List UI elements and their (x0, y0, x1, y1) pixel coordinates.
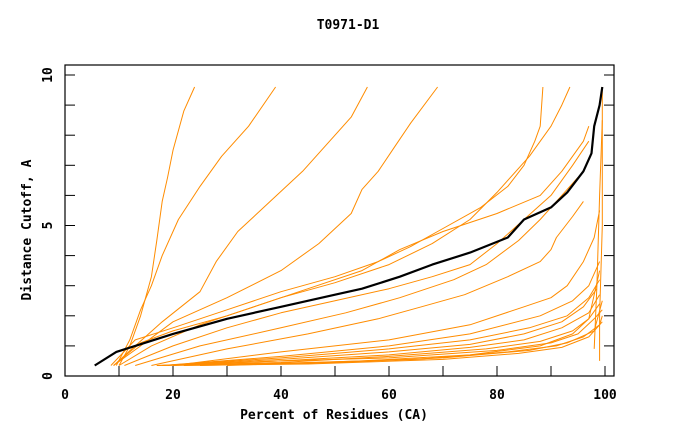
series-line-m10 (151, 201, 584, 366)
chart-title: T0971-D1 (317, 18, 380, 33)
tick-labels-group: 0 20 40 60 80 100 0 5 10 (41, 67, 617, 403)
series-line-m15 (156, 294, 601, 366)
series-line-m19 (183, 321, 603, 366)
x-tick-label: 100 (593, 388, 617, 403)
series-line-m8 (124, 140, 590, 366)
plot-area (94, 86, 604, 367)
y-tick-label: 0 (41, 372, 56, 380)
y-axis-label: Distance Cutoff, A (20, 159, 35, 300)
y-tick-label: 5 (41, 222, 56, 230)
series-line-m1 (118, 86, 196, 366)
series-line-m5 (110, 86, 544, 366)
plot-frame (64, 64, 615, 377)
series-line-m14 (162, 288, 598, 366)
x-axis-label: Percent of Residues (CA) (240, 408, 428, 423)
series-group (94, 86, 604, 367)
series-line-m3 (113, 86, 368, 366)
x-tick-label: 80 (489, 388, 505, 403)
x-tick-label: 0 (61, 388, 69, 403)
x-tick-label: 20 (165, 388, 181, 403)
x-tick-label: 40 (273, 388, 289, 403)
series-line-m21 (226, 270, 601, 366)
series-line-highlight (94, 86, 604, 367)
x-tick-label: 60 (381, 388, 397, 403)
series-line-m17 (167, 309, 603, 366)
series-line-m11 (172, 210, 601, 366)
series-line-m13 (162, 279, 601, 366)
series-line-m23 (593, 120, 603, 349)
series-line-m9 (135, 176, 579, 366)
series-line-m6 (113, 86, 571, 366)
series-line-m12 (162, 261, 601, 366)
series-line-m2 (115, 86, 277, 366)
series-line-m7 (118, 126, 590, 366)
series-line-m16 (156, 303, 601, 366)
ticks-group (64, 74, 614, 377)
series-line-m22 (599, 87, 603, 361)
series-line-m4 (113, 86, 439, 366)
y-tick-label: 10 (41, 67, 56, 83)
series-line-m20 (199, 300, 603, 366)
